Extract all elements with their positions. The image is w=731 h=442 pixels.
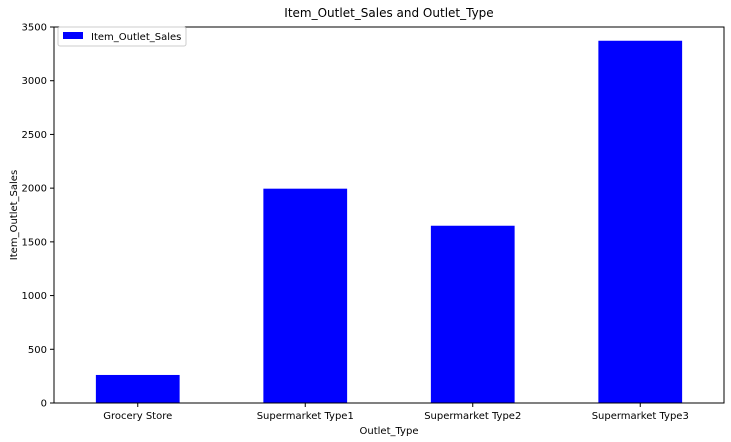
legend-frame bbox=[57, 26, 187, 47]
y-tick-label: 0 bbox=[41, 399, 47, 410]
legend-swatch bbox=[63, 32, 83, 39]
y-tick-label: 2000 bbox=[22, 184, 47, 195]
bar bbox=[263, 188, 348, 403]
x-tick-label: Supermarket Type1 bbox=[257, 411, 354, 422]
x-tick-label: Supermarket Type3 bbox=[592, 411, 689, 422]
chart-title: Item_Outlet_Sales and Outlet_Type bbox=[284, 6, 493, 20]
y-tick-label: 3000 bbox=[22, 76, 47, 87]
bar bbox=[95, 374, 180, 403]
bar bbox=[598, 40, 683, 404]
y-tick-label: 2500 bbox=[22, 130, 47, 141]
y-tick-label: 1500 bbox=[22, 237, 47, 248]
y-tick-label: 500 bbox=[28, 345, 47, 356]
bar bbox=[430, 225, 515, 403]
y-tick-label: 3500 bbox=[22, 23, 47, 34]
x-axis: Grocery Store Supermarket Type1 Supermarke… bbox=[103, 403, 689, 422]
legend: Item_Outlet_Sales bbox=[57, 26, 187, 47]
y-tick-label: 1000 bbox=[22, 291, 47, 302]
x-tick-label: Supermarket Type2 bbox=[424, 411, 521, 422]
y-axis-label: Item_Outlet_Sales bbox=[9, 170, 20, 260]
x-axis-label: Outlet_Type bbox=[360, 426, 419, 437]
x-tick-label: Grocery Store bbox=[103, 411, 172, 422]
legend-label: Item_Outlet_Sales bbox=[91, 32, 181, 43]
y-axis: 0 500 1000 1500 2000 2500 3000 3500 bbox=[22, 23, 54, 410]
bars bbox=[95, 40, 683, 404]
plot-frame bbox=[53, 26, 725, 404]
